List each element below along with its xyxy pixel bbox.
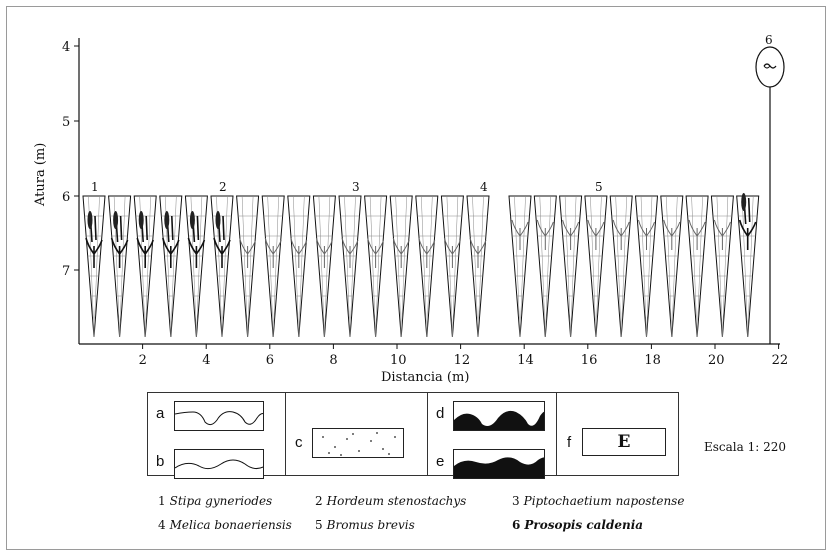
profile-diagram: 4 5 6 7 Atura (m) 2 4 6 8 10 12 14 16 18 20 22 Dis… <box>33 33 789 385</box>
plant-cone <box>389 195 413 338</box>
plant-cone <box>287 195 311 338</box>
plant-cone <box>312 195 336 338</box>
species-item-2: 2 Hordeum stenostachys <box>315 494 467 508</box>
species-item-4: 4 Melica bonaeriensis <box>158 518 292 532</box>
scale-label: Escala 1: 220 <box>704 440 786 454</box>
species-marker-4: 4 <box>480 180 488 194</box>
legend-box <box>147 392 679 476</box>
legend-panel-ab <box>147 392 286 476</box>
y-ticks: 4 5 6 7 <box>62 40 79 279</box>
plant-cone <box>440 195 464 338</box>
plant-cone <box>559 195 583 338</box>
species-item-3: 3 Piptochaetium napostense <box>512 494 685 508</box>
x-tick-label: 22 <box>772 353 789 368</box>
x-axis-label: Distancia (m) <box>381 370 469 385</box>
plant-cone <box>184 195 208 338</box>
plant-cone <box>508 195 532 338</box>
plant-cone <box>364 195 388 338</box>
plant-cone <box>710 195 734 338</box>
y-tick-label: 7 <box>62 264 70 279</box>
x-tick-label: 4 <box>202 353 210 368</box>
legend-panel-c <box>286 392 428 476</box>
plant-cone <box>261 195 285 338</box>
x-tick-label: 2 <box>139 353 147 368</box>
plant-cone <box>466 195 490 338</box>
species-item-6: 6 Prosopis caldenia <box>512 518 644 532</box>
x-tick-label: 10 <box>390 353 407 368</box>
legend-letter-d: d <box>436 405 445 422</box>
legend-swatch-b <box>174 449 264 479</box>
species-marker-2: 2 <box>219 180 227 194</box>
plant-cone <box>609 195 633 338</box>
legend-swatch-a <box>174 401 264 431</box>
legend-swatch-d <box>453 401 545 431</box>
species-item-1: 1 Stipa gyneriodes <box>158 494 273 508</box>
tree-prosopis: 6 <box>755 33 785 344</box>
legend-letter-c: c <box>295 434 303 451</box>
plant-cone <box>584 195 608 338</box>
plant-cone <box>533 195 557 338</box>
plant-cone <box>685 195 709 338</box>
species-marker-5: 5 <box>595 180 603 194</box>
plant-cone <box>415 195 439 338</box>
species-item-5: 5 Bromus brevis <box>315 518 415 532</box>
legend-panel-de <box>428 392 557 476</box>
plant-cone <box>210 195 234 338</box>
x-ticks: 2 4 6 8 10 12 14 16 18 20 22 <box>139 344 789 368</box>
x-tick-label: 8 <box>329 353 337 368</box>
legend-letter-a: a <box>156 405 165 422</box>
legend-swatch-c <box>312 428 404 458</box>
legend-swatch-f: E <box>582 428 666 456</box>
y-tick-label: 5 <box>62 115 70 130</box>
species-marker-1: 1 <box>91 180 99 194</box>
plant-cone <box>236 195 260 338</box>
x-tick-label: 18 <box>644 353 661 368</box>
x-tick-label: 16 <box>581 353 598 368</box>
plant-cone <box>634 195 659 338</box>
x-tick-label: 6 <box>266 353 274 368</box>
legend-swatch-f-text: E <box>617 432 631 452</box>
y-axis-label: Atura (m) <box>33 143 48 207</box>
x-tick-label: 12 <box>454 353 471 368</box>
y-tick-label: 4 <box>62 40 70 55</box>
x-tick-label: 14 <box>517 353 534 368</box>
plant-cone <box>338 195 362 338</box>
plant-cone <box>159 195 183 338</box>
legend-letter-e: e <box>436 453 445 470</box>
plant-cone <box>82 195 106 338</box>
y-tick-label: 6 <box>62 190 70 205</box>
plant-cone <box>660 195 684 338</box>
plant-cone <box>133 195 157 338</box>
x-tick-label: 20 <box>708 353 725 368</box>
legend-swatch-e <box>453 449 545 479</box>
legend-letter-f: f <box>567 434 572 451</box>
tree-marker: 6 <box>765 33 773 47</box>
species-marker-3: 3 <box>352 180 360 194</box>
plant-cone <box>736 193 760 338</box>
plant-cone <box>108 195 132 338</box>
legend-letter-b: b <box>156 453 165 470</box>
figure-frame <box>6 6 826 550</box>
plant-cones <box>82 193 760 338</box>
